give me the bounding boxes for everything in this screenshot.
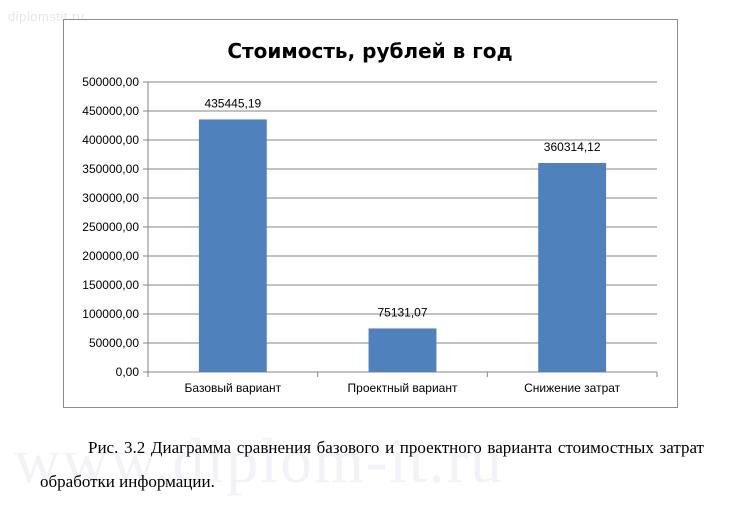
- x-tick-label: Базовый вариант: [185, 381, 282, 395]
- y-tick-label: 50000,00: [89, 336, 139, 350]
- x-tick-label: Проектный вариант: [348, 381, 458, 395]
- bar: [538, 163, 607, 372]
- data-label: 360314,12: [544, 140, 601, 154]
- data-label: 75131,07: [377, 305, 427, 319]
- y-tick-label: 450000,00: [82, 104, 139, 118]
- y-tick-label: 150000,00: [82, 278, 139, 292]
- y-tick-label: 0,00: [116, 365, 140, 379]
- bar-chart: Стоимость, рублей в год 0,00 50000,00 10000…: [82, 39, 658, 395]
- y-tick-label: 400000,00: [82, 133, 139, 147]
- y-tick-label: 250000,00: [82, 220, 139, 234]
- y-tick-label: 350000,00: [82, 162, 139, 176]
- chart-title: Стоимость, рублей в год: [227, 39, 512, 63]
- y-tick-label: 100000,00: [82, 307, 139, 321]
- x-tick-label: Снижение затрат: [524, 381, 621, 395]
- bar: [198, 119, 267, 372]
- bar: [368, 328, 437, 372]
- y-tick-label: 300000,00: [82, 191, 139, 205]
- data-label: 435445,19: [204, 96, 261, 110]
- figure-caption-text: Рис. 3.2 Диаграмма сравнения базового и …: [40, 438, 704, 491]
- figure-caption: Рис. 3.2 Диаграмма сравнения базового и …: [40, 431, 704, 499]
- y-tick-label: 500000,00: [82, 75, 139, 89]
- y-tick-label: 200000,00: [82, 249, 139, 263]
- watermark-text: www.diplom-it.ru: [14, 425, 505, 496]
